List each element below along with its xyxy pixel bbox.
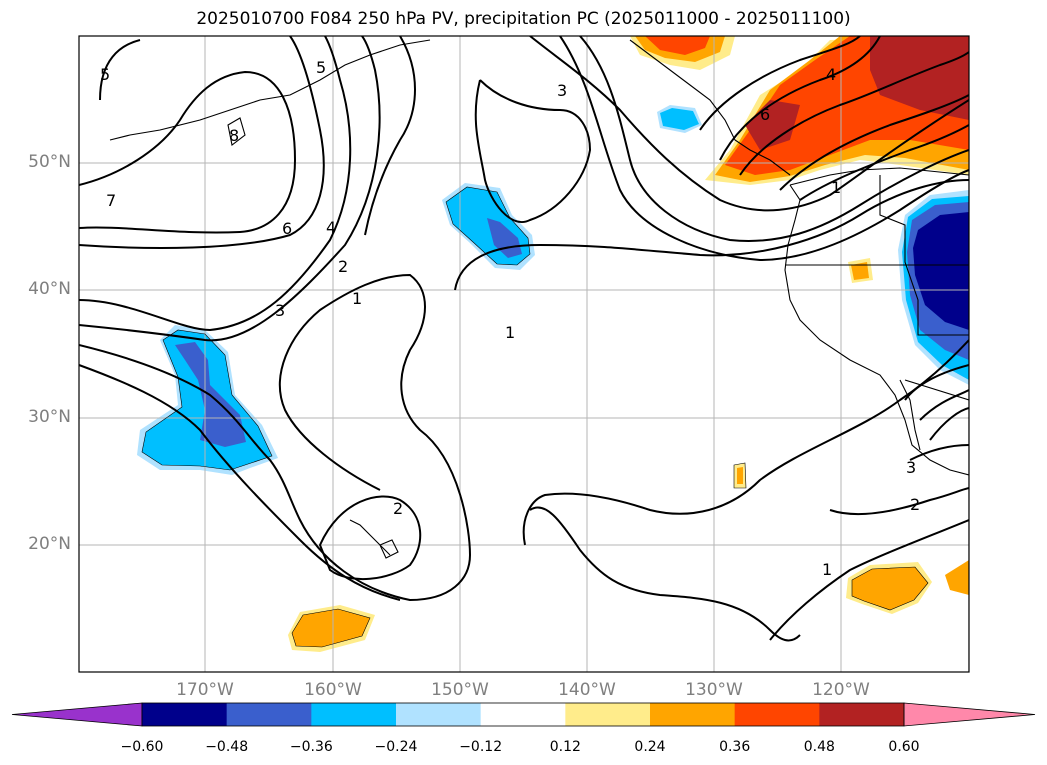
contour-label: 1 bbox=[352, 289, 362, 308]
colorbar-swatch bbox=[734, 703, 820, 726]
lon-label: 130°W bbox=[685, 680, 743, 700]
contour-label: 8 bbox=[229, 126, 239, 145]
colorbar-tick-label: 0.60 bbox=[888, 739, 920, 755]
lat-label: 40°N bbox=[28, 279, 71, 299]
colorbar-swatch bbox=[226, 703, 312, 726]
colorbar-tick-label: 0.12 bbox=[549, 739, 581, 755]
colorbar-tick-label: 0.48 bbox=[803, 739, 835, 755]
colorbar-extend-high bbox=[903, 702, 1036, 727]
colorbar-tick-label: 0.24 bbox=[634, 739, 666, 755]
lon-label: 170°W bbox=[176, 680, 234, 700]
contour-label: 3 bbox=[557, 81, 567, 100]
lat-label: 50°N bbox=[28, 152, 71, 172]
colorbar-tick-label: −0.36 bbox=[289, 739, 333, 755]
colorbar-swatch bbox=[396, 703, 482, 726]
colorbar-swatch bbox=[480, 703, 566, 726]
map-frame bbox=[78, 35, 970, 673]
colorbar-swatch bbox=[311, 703, 397, 726]
graticule bbox=[79, 36, 969, 672]
colorbar-tick-label: −0.12 bbox=[459, 739, 503, 755]
contour-label: 1 bbox=[505, 323, 515, 342]
lon-label: 150°W bbox=[431, 680, 489, 700]
colorbar-frame bbox=[141, 702, 905, 727]
lon-label: 140°W bbox=[558, 680, 616, 700]
contour-label: 6 bbox=[760, 105, 770, 124]
contour-labels: 5 5 3 8 7 6 4 2 1 3 1 2 1 2 1 3 6 4 bbox=[100, 58, 920, 579]
contour-label: 6 bbox=[282, 219, 292, 238]
contour-label: 2 bbox=[910, 495, 920, 514]
lat-label: 30°N bbox=[28, 407, 71, 427]
contour-label: 1 bbox=[831, 178, 841, 197]
colorbar-swatch bbox=[565, 703, 651, 726]
contour-label: 2 bbox=[338, 257, 348, 276]
colorbar-extend-low bbox=[11, 702, 143, 727]
colorbar-tick-label: −0.60 bbox=[120, 739, 164, 755]
contour-label: 4 bbox=[326, 218, 336, 237]
lat-label: 20°N bbox=[28, 534, 71, 554]
contour-label: 2 bbox=[393, 499, 403, 518]
precip-outlines bbox=[141, 186, 929, 648]
contour-label: 4 bbox=[826, 65, 836, 84]
colorbar-tick-label: −0.24 bbox=[374, 739, 418, 755]
figure-title: 2025010700 F084 250 hPa PV, precipitatio… bbox=[196, 9, 851, 29]
colorbar bbox=[11, 702, 1036, 727]
lon-label: 120°W bbox=[812, 680, 870, 700]
pv-contours bbox=[79, 36, 969, 642]
precip-positive-shading bbox=[288, 36, 969, 652]
contour-label: 7 bbox=[106, 191, 116, 210]
contour-label: 3 bbox=[275, 301, 285, 320]
colorbar-swatch bbox=[650, 703, 736, 726]
lon-label: 160°W bbox=[304, 680, 362, 700]
colorbar-swatch bbox=[819, 703, 905, 726]
colorbar-swatch bbox=[142, 703, 228, 726]
colorbar-tick-label: 0.36 bbox=[719, 739, 751, 755]
colorbar-tick-label: −0.48 bbox=[205, 739, 249, 755]
contour-label: 3 bbox=[906, 458, 916, 477]
contour-label: 5 bbox=[316, 58, 326, 77]
contour-label: 5 bbox=[100, 65, 110, 84]
contour-label: 1 bbox=[822, 560, 832, 579]
